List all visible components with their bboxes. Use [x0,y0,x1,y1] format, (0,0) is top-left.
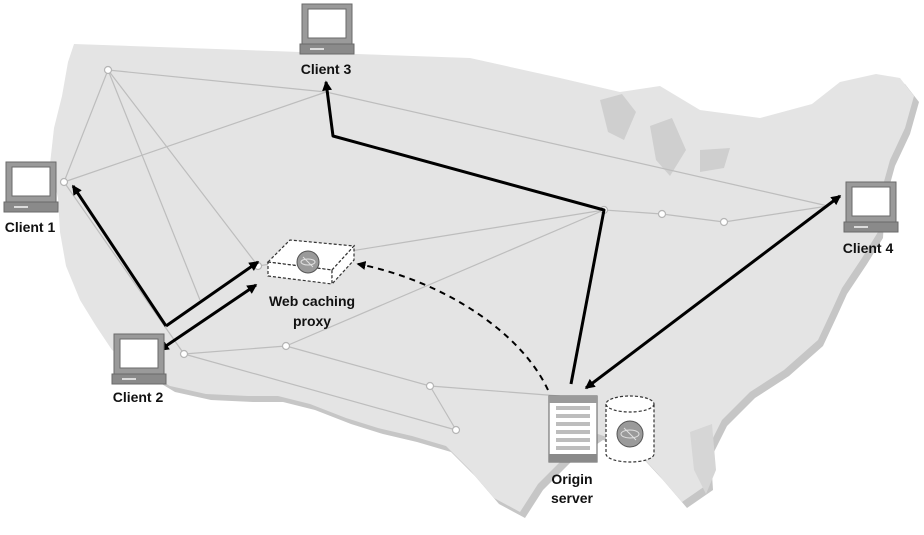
origin-server [548,395,655,463]
florida-shade [690,424,716,494]
database-cylinder-icon [605,395,655,463]
network-node [103,65,113,75]
network-node [425,381,435,391]
desktop-computer-icon [3,161,59,213]
network-node [179,349,189,359]
network-node [657,209,667,219]
client-4-label: Client 4 [843,240,894,256]
network-node [281,341,291,351]
traffic-arrows [71,80,842,391]
web-caching-proxy [266,239,356,286]
client-3-label: Client 3 [301,61,352,77]
client-1 [3,161,59,213]
network-node [59,177,69,187]
client-2 [111,333,167,385]
map-land [50,44,914,512]
arrow-client2-proxy-lower [158,283,258,352]
cache-appliance-icon [266,239,356,286]
desktop-computer-icon [111,333,167,385]
desktop-computer-icon [299,3,355,55]
origin-label-line2: server [551,490,594,506]
client-2-label: Client 2 [113,389,164,405]
client-3 [299,3,355,55]
proxy-label-line2: proxy [293,313,331,329]
server-tower-icon [548,395,598,463]
arrow-proxy-to-client1 [71,184,168,327]
client-1-label: Client 1 [5,219,56,235]
arrow-origin-to-proxy-dashed [356,261,549,391]
proxy-label-line1: Web caching [269,293,355,309]
client-4 [843,181,899,233]
origin-label-line1: Origin [551,471,592,487]
network-node [451,425,461,435]
desktop-computer-icon [843,181,899,233]
arrow-origin-client4 [584,194,842,390]
great-lakes [600,94,730,176]
network-node [719,217,729,227]
us-map [50,44,919,518]
